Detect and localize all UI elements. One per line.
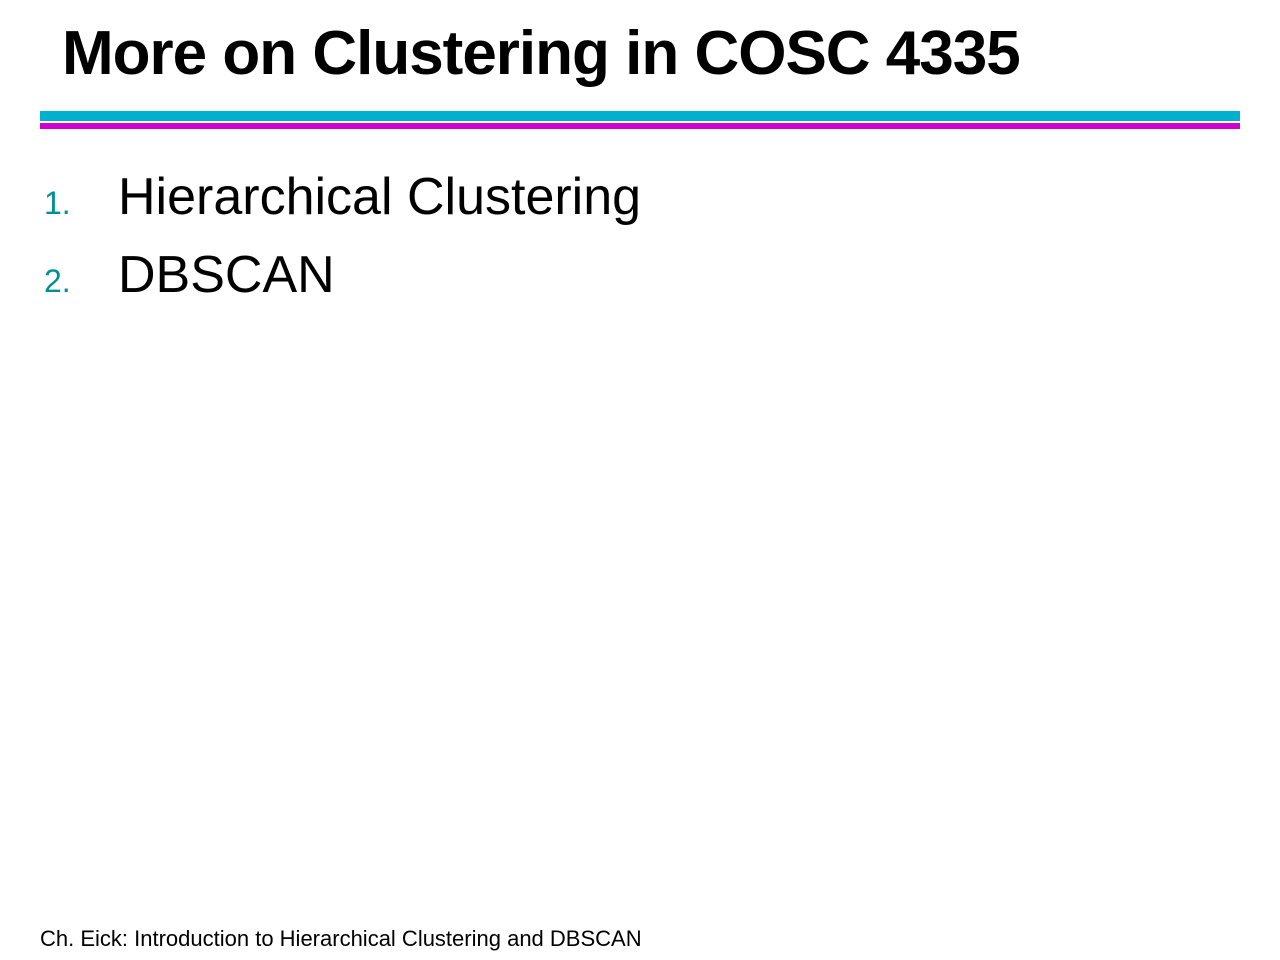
slide-container: More on Clustering in COSC 4335 1. Hiera… [0,0,1280,960]
slide-title: More on Clustering in COSC 4335 [0,0,1280,89]
content-area: 1. Hierarchical Clustering 2. DBSCAN [0,167,1280,305]
list-item: 2. DBSCAN [42,245,1280,305]
list-text: DBSCAN [118,245,335,305]
list-text: Hierarchical Clustering [118,167,641,227]
slide-footer: Ch. Eick: Introduction to Hierarchical C… [40,926,642,952]
title-rules [40,111,1240,129]
list-number: 1. [42,185,118,222]
list-item: 1. Hierarchical Clustering [42,167,1280,227]
rule-bottom [40,123,1240,129]
list-number: 2. [42,263,118,300]
rule-top [40,111,1240,121]
